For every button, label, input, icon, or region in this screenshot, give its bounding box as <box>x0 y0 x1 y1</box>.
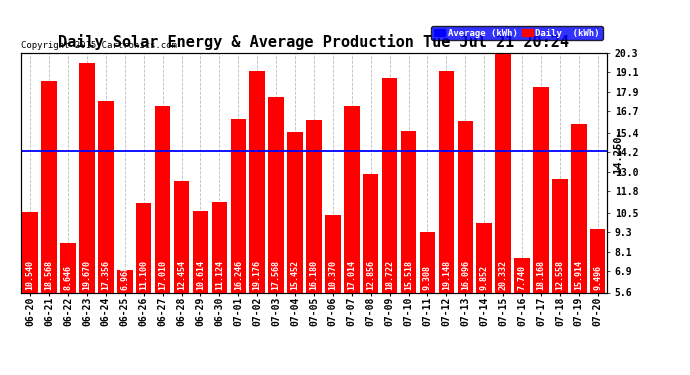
Text: 16.096: 16.096 <box>461 260 470 290</box>
Text: 17.010: 17.010 <box>158 260 167 290</box>
Bar <box>344 106 359 375</box>
Text: 18.722: 18.722 <box>385 260 394 290</box>
Text: 10.540: 10.540 <box>26 260 34 290</box>
Text: 14.250←: 14.250← <box>613 129 623 173</box>
Text: 7.740: 7.740 <box>518 265 526 290</box>
Bar <box>136 203 151 375</box>
Text: 12.856: 12.856 <box>366 260 375 290</box>
Text: 19.148: 19.148 <box>442 260 451 290</box>
Text: 18.568: 18.568 <box>45 260 54 290</box>
Bar <box>212 202 227 375</box>
Bar <box>382 78 397 375</box>
Bar <box>98 100 114 375</box>
Text: 11.100: 11.100 <box>139 260 148 290</box>
Bar <box>363 174 378 375</box>
Text: Copyright 2015 Cartronics.com: Copyright 2015 Cartronics.com <box>21 41 177 50</box>
Bar <box>41 81 57 375</box>
Bar <box>117 270 132 375</box>
Bar <box>230 119 246 375</box>
Bar <box>401 130 416 375</box>
Text: 18.168: 18.168 <box>537 260 546 290</box>
Bar <box>155 106 170 375</box>
Bar <box>477 223 492 375</box>
Bar <box>495 52 511 375</box>
Legend: Average (kWh), Daily  (kWh): Average (kWh), Daily (kWh) <box>431 26 602 40</box>
Bar <box>457 121 473 375</box>
Bar <box>420 232 435 375</box>
Text: 9.852: 9.852 <box>480 265 489 290</box>
Bar <box>552 179 568 375</box>
Text: 17.356: 17.356 <box>101 260 110 290</box>
Text: 17.568: 17.568 <box>272 260 281 290</box>
Bar <box>193 211 208 375</box>
Bar <box>590 229 606 375</box>
Bar <box>306 120 322 375</box>
Bar <box>174 181 189 375</box>
Bar <box>439 71 454 375</box>
Bar <box>250 71 265 375</box>
Bar <box>22 212 38 375</box>
Text: 20.332: 20.332 <box>499 260 508 290</box>
Text: 12.454: 12.454 <box>177 260 186 290</box>
Text: 16.246: 16.246 <box>234 260 243 290</box>
Text: 19.176: 19.176 <box>253 260 262 290</box>
Text: 17.014: 17.014 <box>347 260 356 290</box>
Text: 16.180: 16.180 <box>309 260 319 290</box>
Text: 10.614: 10.614 <box>196 260 205 290</box>
Text: 12.558: 12.558 <box>555 260 564 290</box>
Bar <box>571 124 586 375</box>
Text: 6.968: 6.968 <box>120 265 129 290</box>
Bar <box>287 132 303 375</box>
Text: 9.308: 9.308 <box>423 265 432 290</box>
Bar <box>514 258 530 375</box>
Bar <box>268 97 284 375</box>
Text: 11.124: 11.124 <box>215 260 224 290</box>
Bar <box>533 87 549 375</box>
Title: Daily Solar Energy & Average Production Tue Jul 21 20:24: Daily Solar Energy & Average Production … <box>59 34 569 50</box>
Text: 15.452: 15.452 <box>290 260 299 290</box>
Text: 15.518: 15.518 <box>404 260 413 290</box>
Text: 10.370: 10.370 <box>328 260 337 290</box>
Text: 8.646: 8.646 <box>63 265 72 290</box>
Text: 19.670: 19.670 <box>82 260 91 290</box>
Bar <box>60 243 76 375</box>
Bar <box>79 63 95 375</box>
Bar <box>325 214 341 375</box>
Text: 15.914: 15.914 <box>574 260 583 290</box>
Text: 9.496: 9.496 <box>593 265 602 290</box>
